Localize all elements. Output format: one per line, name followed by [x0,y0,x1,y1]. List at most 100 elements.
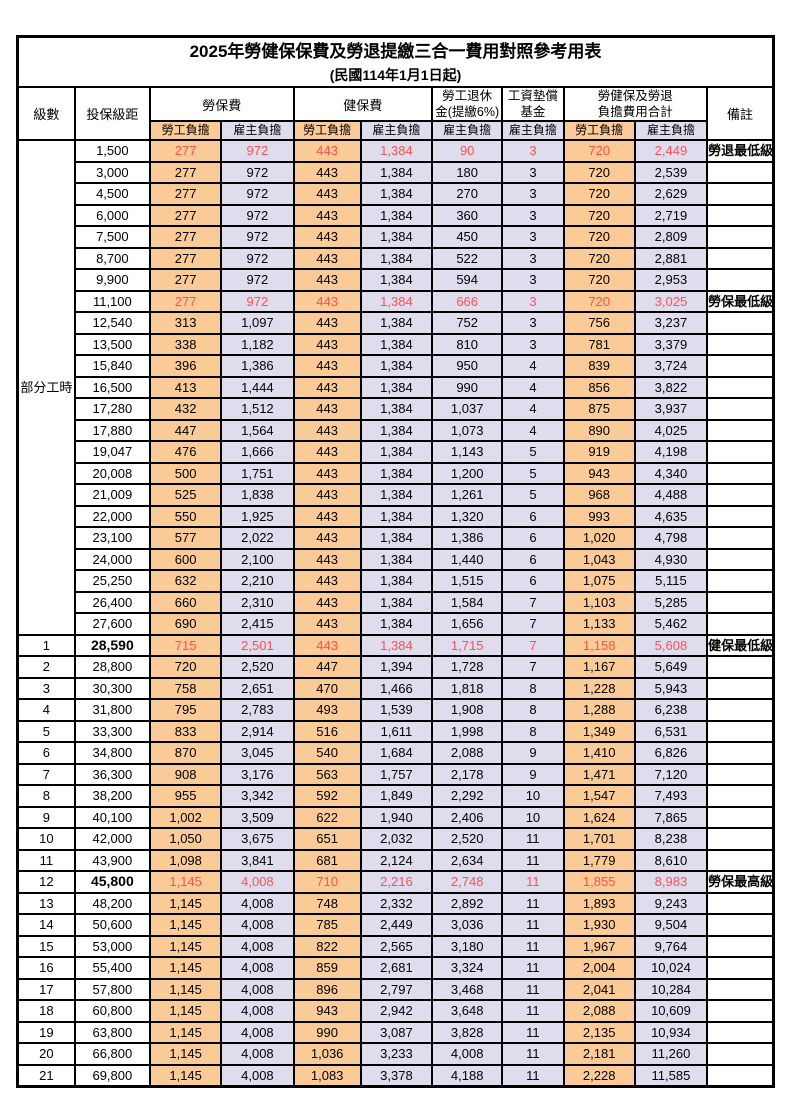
value-cell: 4,008 [220,956,295,980]
value-cell: 447 [292,655,362,679]
value-cell: 8 [501,676,565,700]
value-cell: 2,942 [359,999,434,1023]
value-cell: 9,243 [633,891,709,915]
value-cell: 476 [148,440,223,464]
value-cell: 10,609 [633,999,709,1023]
note-cell [706,999,775,1023]
bracket-cell: 28,590 [73,633,152,657]
part-time-merged-cell: 部分工時 [16,139,76,636]
note-cell [706,827,775,851]
header-total-line1: 勞健保及勞退 [597,89,673,103]
value-cell: 1,143 [431,440,504,464]
value-cell: 993 [562,504,636,528]
value-cell: 1,145 [148,1042,223,1066]
table-row: 17,880 447 1,564 443 1,384 1,073 4 890 4,025 [18,418,775,442]
table-row: 26,400 660 2,310 443 1,384 1,584 7 1,103 5,285 [18,590,775,614]
value-cell: 443 [292,526,362,550]
value-cell: 4,798 [633,526,709,550]
value-cell: 1,384 [359,504,434,528]
bracket-cell: 17,280 [73,397,152,421]
note-cell: 健保最低級距 [706,633,775,657]
value-cell: 11 [501,956,565,980]
value-cell: 720 [562,289,636,313]
page-title: 2025年勞健保保費及勞退提繳三合一費用對照參考用表 [189,42,602,61]
value-cell: 715 [148,633,223,657]
value-cell: 1,075 [562,569,636,593]
note-cell [706,784,775,808]
value-cell: 4,635 [633,504,709,528]
note-cell [706,397,775,421]
header-grade: 級數 [16,86,76,141]
value-cell: 1,133 [562,612,636,636]
value-cell: 2,953 [633,268,709,292]
table-row: 7 36,300 908 3,176 563 1,757 2,178 9 1,471 7,120 [16,762,775,786]
value-cell: 5 [501,461,565,485]
value-cell: 1,384 [359,268,434,292]
bracket-cell: 43,900 [73,848,152,872]
value-cell: 443 [292,225,362,249]
value-cell: 470 [292,676,362,700]
note-cell [706,848,775,872]
value-cell: 1,097 [220,311,295,335]
value-cell: 1,384 [359,332,434,356]
note-cell [706,805,775,829]
bracket-cell: 6,000 [73,203,152,227]
value-cell: 720 [562,203,636,227]
value-cell: 4,008 [220,913,295,937]
table-row: 8,700 277 972 443 1,384 522 3 720 2,881 [18,246,775,270]
table-row: 12 45,800 1,145 4,008 710 2,216 2,748 11 1,855 8,… [16,870,775,894]
value-cell: 1,757 [359,762,434,786]
bracket-cell: 34,800 [73,741,152,765]
value-cell: 577 [148,526,223,550]
fee-comparison-table: 2025年勞健保保費及勞退提繳三合一費用對照參考用表 (民國114年1月1日起)… [16,35,775,1088]
table-row: 12,540 313 1,097 443 1,384 752 3 756 3,237 [18,311,775,335]
value-cell: 810 [431,332,504,356]
value-cell: 622 [292,805,362,829]
value-cell: 896 [292,977,362,1001]
value-cell: 1,547 [562,784,636,808]
note-cell [706,547,775,571]
header-group-row: 級數 投保級距 勞保費 健保費 勞工退休 金(提繳6%) 工資墊償 基金 勞健保… [16,86,775,141]
value-cell: 443 [292,397,362,421]
value-cell: 972 [220,160,295,184]
header-remarks: 備註 [706,86,775,141]
table-row: 9 40,100 1,002 3,509 622 1,940 2,406 10 1,624 7,8… [16,805,775,829]
table-row: 16,500 413 1,444 443 1,384 990 4 856 3,822 [18,375,775,399]
value-cell: 4,188 [431,1063,504,1088]
value-cell: 1,145 [148,1020,223,1044]
table-row: 25,250 632 2,210 443 1,384 1,515 6 1,075 5,115 [18,569,775,593]
header-li-employee-burden: 勞工負擔 [148,120,223,141]
table-row: 8 38,200 955 3,342 592 1,849 2,292 10 1,547 7,493 [16,784,775,808]
value-cell: 8,983 [633,870,709,894]
note-cell [706,332,775,356]
value-cell: 2,124 [359,848,434,872]
bracket-cell: 9,900 [73,268,152,292]
value-cell: 3,378 [359,1063,434,1088]
value-cell: 1,103 [562,590,636,614]
value-cell: 943 [292,999,362,1023]
note-cell [706,526,775,550]
value-cell: 3,468 [431,977,504,1001]
value-cell: 3,324 [431,956,504,980]
value-cell: 1,466 [359,676,434,700]
value-cell: 11 [501,870,565,894]
table-row: 4,500 277 972 443 1,384 270 3 720 2,629 [18,182,775,206]
table-row: 22,000 550 1,925 443 1,384 1,320 6 993 4,635 [18,504,775,528]
value-cell: 443 [292,332,362,356]
value-cell: 2,719 [633,203,709,227]
value-cell: 756 [562,311,636,335]
value-cell: 972 [220,139,295,163]
value-cell: 2,032 [359,827,434,851]
grade-cell: 2 [16,655,76,679]
value-cell: 1,666 [220,440,295,464]
value-cell: 443 [292,633,362,657]
bracket-cell: 69,800 [73,1063,152,1088]
value-cell: 1,002 [148,805,223,829]
header-total-line2: 負擔費用合計 [597,105,673,119]
value-cell: 950 [431,354,504,378]
value-cell: 3 [501,160,565,184]
value-cell: 1,838 [220,483,295,507]
value-cell: 6 [501,504,565,528]
note-cell [706,569,775,593]
value-cell: 11 [501,1063,565,1088]
